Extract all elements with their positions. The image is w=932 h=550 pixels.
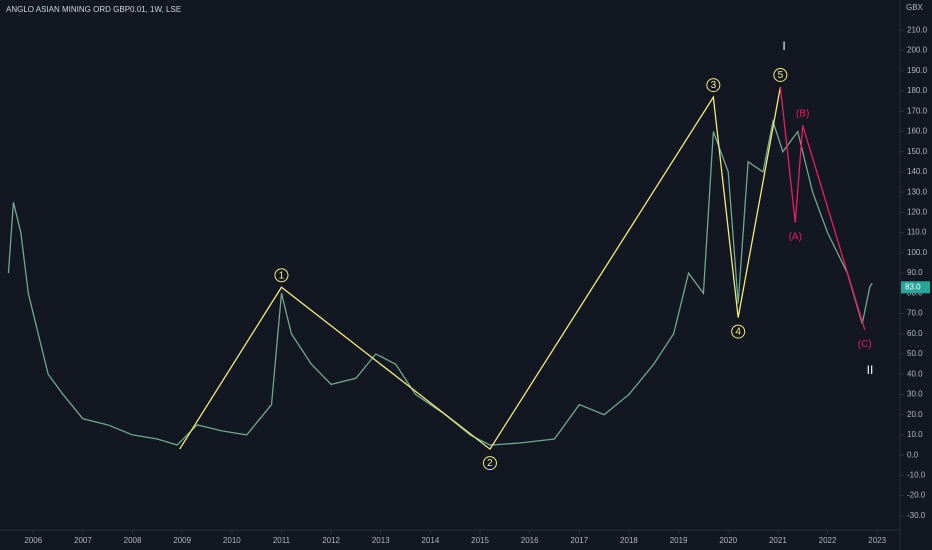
chart-title: ANGLO ASIAN MINING ORD GBP0.01, 1W, LSE <box>6 5 181 14</box>
wave-label: (C) <box>858 339 872 350</box>
y-tick-label: -20.0 <box>907 491 926 500</box>
wave-label-circle <box>773 67 788 82</box>
y-tick-label: -30.0 <box>907 511 926 520</box>
y-tick-label: 70.0 <box>907 309 923 318</box>
y-tick-label: -10.0 <box>907 470 926 479</box>
y-tick-label: 100.0 <box>907 248 928 257</box>
y-tick-label: 120.0 <box>907 208 928 217</box>
x-tick-label: 2006 <box>24 536 42 545</box>
wave-label-circle <box>274 268 289 283</box>
x-tick-label: 2016 <box>521 536 539 545</box>
x-tick-label: 2012 <box>322 536 340 545</box>
last-price-badge <box>901 281 930 294</box>
y-tick-label: 90.0 <box>907 268 923 277</box>
y-tick-label: 160.0 <box>907 127 928 136</box>
wave-label-circle <box>482 456 497 471</box>
x-tick-label: 2023 <box>868 536 886 545</box>
wave-label-circle <box>731 324 746 339</box>
y-tick-label: 140.0 <box>907 167 928 176</box>
y-tick-label: 210.0 <box>907 25 928 34</box>
y-tick-label: 180.0 <box>907 86 928 95</box>
wave-label: (A) <box>789 232 802 243</box>
wave-line <box>779 86 866 330</box>
y-tick-label: 200.0 <box>907 46 928 55</box>
unit-label: GBX <box>906 3 924 12</box>
y-tick-label: 20.0 <box>907 410 923 419</box>
y-tick-label: 0.0 <box>907 450 919 459</box>
y-tick-label: 10.0 <box>907 430 923 439</box>
x-tick-label: 2017 <box>570 536 588 545</box>
y-tick-label: 190.0 <box>907 66 928 75</box>
x-tick-label: 2021 <box>769 536 787 545</box>
y-tick-label: 150.0 <box>907 147 928 156</box>
x-tick-label: 2014 <box>421 536 439 545</box>
price-line <box>7 118 873 446</box>
wave-degree-label: I <box>782 39 785 53</box>
wave-label-circle <box>706 78 721 93</box>
x-tick-label: 2011 <box>273 536 291 545</box>
wave-label: 4 <box>735 327 741 338</box>
wave-line <box>179 86 782 451</box>
y-tick-label: 50.0 <box>907 349 923 358</box>
x-tick-label: 2010 <box>223 536 241 545</box>
y-tick-label: 60.0 <box>907 329 923 338</box>
last-price-label: 83.0 <box>905 282 921 291</box>
wave-label: 1 <box>279 270 285 281</box>
wave-degree-label: II <box>867 363 874 377</box>
x-tick-label: 2008 <box>124 536 142 545</box>
y-tick-label: 170.0 <box>907 106 928 115</box>
x-tick-label: 2020 <box>719 536 737 545</box>
x-tick-label: 2019 <box>670 536 688 545</box>
x-tick-label: 2018 <box>620 536 638 545</box>
x-tick-label: 2007 <box>74 536 92 545</box>
wave-label: 5 <box>778 70 784 81</box>
y-tick-label: 130.0 <box>907 187 928 196</box>
y-tick-label: 30.0 <box>907 390 923 399</box>
x-tick-label: 2015 <box>471 536 489 545</box>
x-tick-label: 2009 <box>173 536 191 545</box>
y-tick-label: 40.0 <box>907 369 923 378</box>
x-tick-label: 2022 <box>819 536 837 545</box>
wave-label: (B) <box>796 109 809 120</box>
y-tick-label: 110.0 <box>907 228 927 237</box>
wave-label: 3 <box>711 80 717 91</box>
wave-label: 2 <box>487 458 493 469</box>
x-tick-label: 2013 <box>372 536 390 545</box>
